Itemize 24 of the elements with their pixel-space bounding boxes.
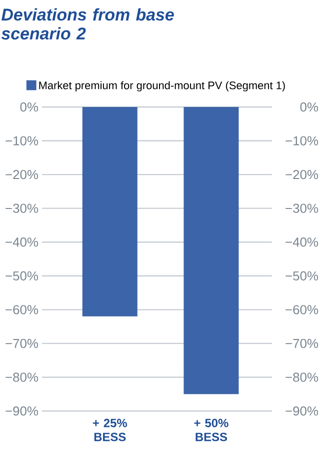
y2-tick-label: 0% <box>300 102 318 112</box>
chart-title: Deviations from base scenario 2 <box>1 8 174 40</box>
y2-tick-label: −80% <box>286 372 318 382</box>
x-tick-label: + 25% BESS <box>92 418 128 442</box>
y-tick-label: −50% <box>6 271 38 280</box>
y2-tick-label: −10% <box>286 136 318 146</box>
y-tick-label: −10% <box>6 136 38 146</box>
y2-tick-label: −30% <box>286 204 318 213</box>
y2-tick-label: −70% <box>286 338 318 348</box>
y-tick-label: −80% <box>6 372 38 382</box>
y-tick-label: −30% <box>6 204 38 213</box>
y2-tick-label: −90% <box>286 406 318 416</box>
x-tick-label: + 50% BESS <box>194 418 228 442</box>
y-tick-label: 0% <box>20 102 38 112</box>
legend-label: Market premium for ground-mount PV (Segment 1) <box>39 81 285 92</box>
y-tick-label: −70% <box>6 338 38 348</box>
y2-tick-label: −50% <box>286 271 318 280</box>
y2-tick-label: −20% <box>286 170 318 180</box>
y-tick-label: −90% <box>6 406 38 416</box>
y-tick-label: −60% <box>6 305 38 314</box>
y-tick-label: −40% <box>6 238 38 247</box>
y2-tick-label: −60% <box>286 305 318 314</box>
y-tick-label: −20% <box>6 170 38 180</box>
y2-tick-label: −40% <box>286 238 318 247</box>
